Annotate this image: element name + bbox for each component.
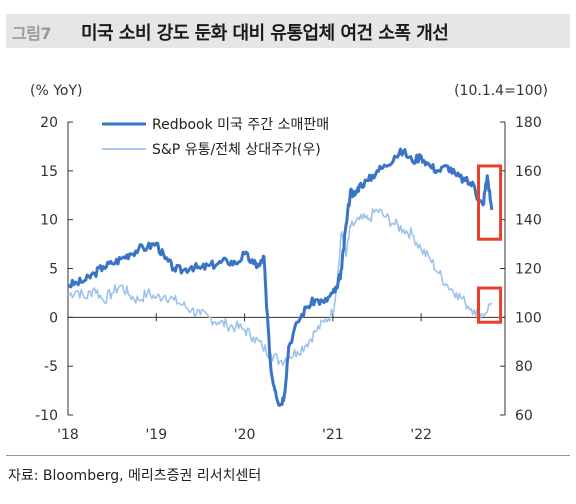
left-axis-unit: (% YoY)	[30, 83, 83, 99]
legend: Redbook 미국 주간 소매판매 S&P 유통/전체 상대주가(우)	[102, 117, 329, 158]
figure-title: 미국 소비 강도 둔화 대비 유통업체 여건 소폭 개선	[81, 23, 449, 44]
legend-label-redbook: Redbook 미국 주간 소매판매	[152, 117, 329, 133]
left-tick-label: 0	[49, 310, 58, 326]
source-divider	[6, 455, 570, 456]
highlight-box-snp	[477, 286, 503, 324]
x-tick-label: '21	[322, 427, 344, 443]
left-tick-label: 20	[40, 115, 58, 131]
x-tick-label: '20	[234, 427, 256, 443]
highlight-box-redbook	[477, 164, 503, 241]
left-tick-label: -10	[35, 408, 58, 424]
title-bar: 그림7 미국 소비 강도 둔화 대비 유통업체 여건 소폭 개선	[6, 14, 570, 48]
left-tick-label: 10	[40, 213, 58, 229]
left-tick-label: -5	[44, 359, 58, 375]
right-tick-label: 100	[515, 310, 542, 326]
x-tick-label: '19	[145, 427, 167, 443]
x-tick-label: '18	[57, 427, 79, 443]
right-axis-unit: (10.1.4=100)	[454, 83, 548, 99]
series-line-redbook	[67, 147, 494, 407]
source-note: 자료: Bloomberg, 메리츠증권 리서치센터	[8, 468, 262, 484]
right-tick-label: 180	[515, 115, 542, 131]
x-tick-label: '22	[410, 427, 432, 443]
plot-area	[67, 147, 503, 407]
right-tick-label: 80	[515, 359, 533, 375]
left-tick-label: 5	[49, 262, 58, 278]
right-tick-label: 160	[515, 164, 542, 180]
series-line-snp-retail	[67, 208, 493, 366]
figure-label: 그림7	[12, 24, 52, 43]
right-tick-label: 140	[515, 213, 542, 229]
right-tick-label: 120	[515, 262, 542, 278]
axes: 20 15 10 5 0 -5 -10 180 160 140 120 100 80 60 '18 '19 '2…	[30, 83, 548, 443]
legend-label-snp-retail: S&P 유통/전체 상대주가(우)	[152, 142, 321, 158]
left-tick-label: 15	[40, 164, 58, 180]
right-tick-label: 60	[515, 408, 533, 424]
